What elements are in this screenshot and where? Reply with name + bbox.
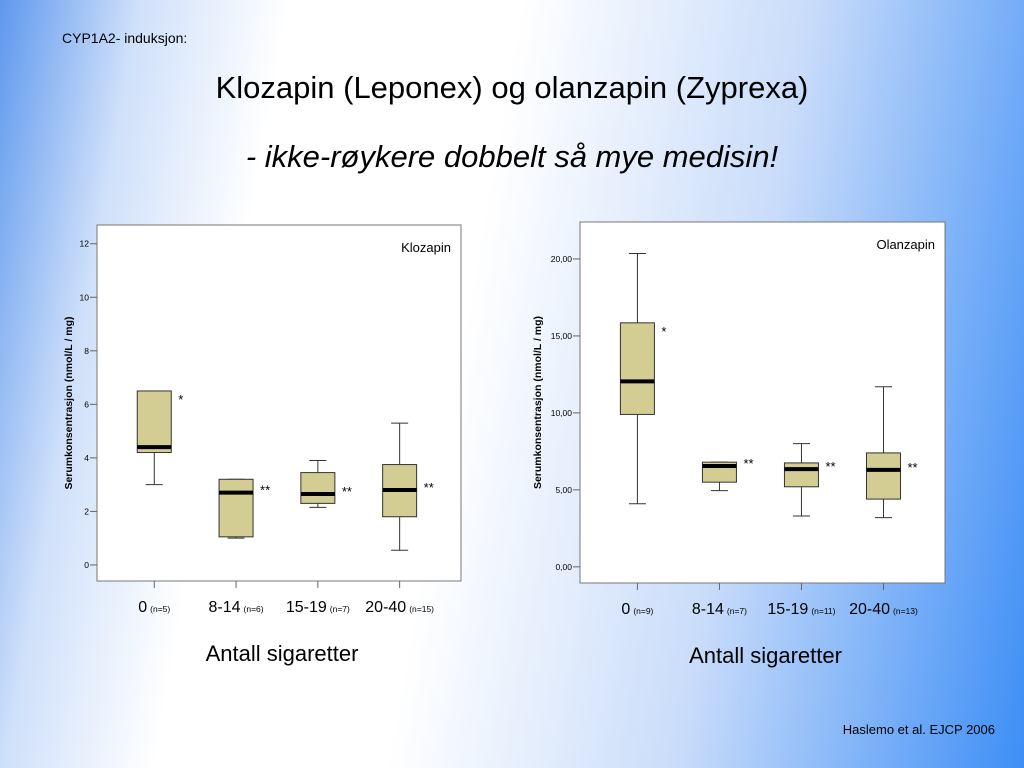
- y-tick-label: 4: [84, 453, 89, 463]
- y-tick-label: 2: [84, 506, 89, 516]
- n-label: (n=5): [150, 604, 170, 614]
- y-tick-label: 20,00: [551, 254, 573, 264]
- box: [136, 390, 172, 454]
- x-tick-label: 0 (n=9): [621, 601, 653, 618]
- annotation: **: [260, 483, 270, 498]
- y-tick-label: 0,00: [555, 562, 572, 572]
- x-tick-label: 0 (n=5): [138, 599, 170, 616]
- n-label: (n=6): [244, 604, 264, 614]
- x-tick-label: 20-40 (n=15): [365, 599, 434, 616]
- category-label: 20-40: [365, 599, 406, 616]
- box: [619, 322, 655, 415]
- x-axis-label: Antall sigaretter: [689, 643, 842, 668]
- x-axis-label: Antall sigaretter: [206, 641, 359, 666]
- annotation: *: [661, 324, 666, 339]
- y-tick-label: 5,00: [555, 485, 572, 495]
- citation: Haslemo et al. EJCP 2006: [843, 722, 995, 737]
- x-tick-label: 8-14 (n=6): [208, 599, 263, 616]
- annotation: **: [424, 480, 434, 495]
- n-label: (n=11): [811, 606, 835, 616]
- n-label: (n=7): [727, 606, 747, 616]
- category-label: 0: [621, 601, 630, 618]
- y-tick-label: 0: [84, 560, 89, 570]
- category-label: 15-19: [286, 599, 327, 616]
- category-label: 0: [138, 599, 147, 616]
- chart-title: Olanzapin: [876, 237, 935, 252]
- annotation: **: [342, 484, 352, 499]
- n-label: (n=7): [330, 604, 350, 614]
- y-tick-label: 12: [80, 239, 90, 249]
- x-tick-label: 20-40 (n=13): [849, 601, 918, 618]
- category-label: 8-14: [692, 601, 724, 618]
- slide-title: Klozapin (Leponex) og olanzapin (Zyprexa…: [216, 70, 809, 105]
- box: [783, 462, 819, 488]
- chart-title: Klozapin: [401, 240, 451, 255]
- box: [865, 452, 901, 500]
- y-tick-label: 10,00: [551, 408, 573, 418]
- y-axis-label: Serumkonsentrasjon (nmol/L / mg): [532, 316, 544, 489]
- y-tick-label: 15,00: [551, 331, 573, 341]
- box: [218, 478, 254, 538]
- n-label: (n=15): [409, 604, 434, 614]
- annotation: **: [825, 459, 835, 474]
- y-tick-label: 6: [84, 399, 89, 409]
- annotation: **: [907, 460, 917, 475]
- n-label: (n=13): [893, 606, 918, 616]
- n-label: (n=9): [633, 606, 653, 616]
- box: [300, 472, 336, 504]
- annotation: *: [178, 392, 183, 407]
- y-axis-label: Serumkonsentrasjon (nmol/L / mg): [63, 316, 75, 489]
- category-label: 20-40: [849, 601, 890, 618]
- slide-header: CYP1A2- induksjon:: [62, 30, 187, 46]
- x-tick-label: 8-14 (n=7): [692, 601, 747, 618]
- category-label: 15-19: [767, 601, 808, 618]
- y-tick-label: 8: [84, 346, 89, 356]
- category-label: 8-14: [208, 599, 240, 616]
- slide-subtitle: - ikke-røykere dobbelt så mye medisin!: [246, 139, 779, 174]
- y-tick-label: 10: [80, 292, 90, 302]
- annotation: **: [743, 456, 753, 471]
- x-tick-label: 15-19 (n=7): [286, 599, 350, 616]
- x-tick-label: 15-19 (n=11): [767, 601, 835, 618]
